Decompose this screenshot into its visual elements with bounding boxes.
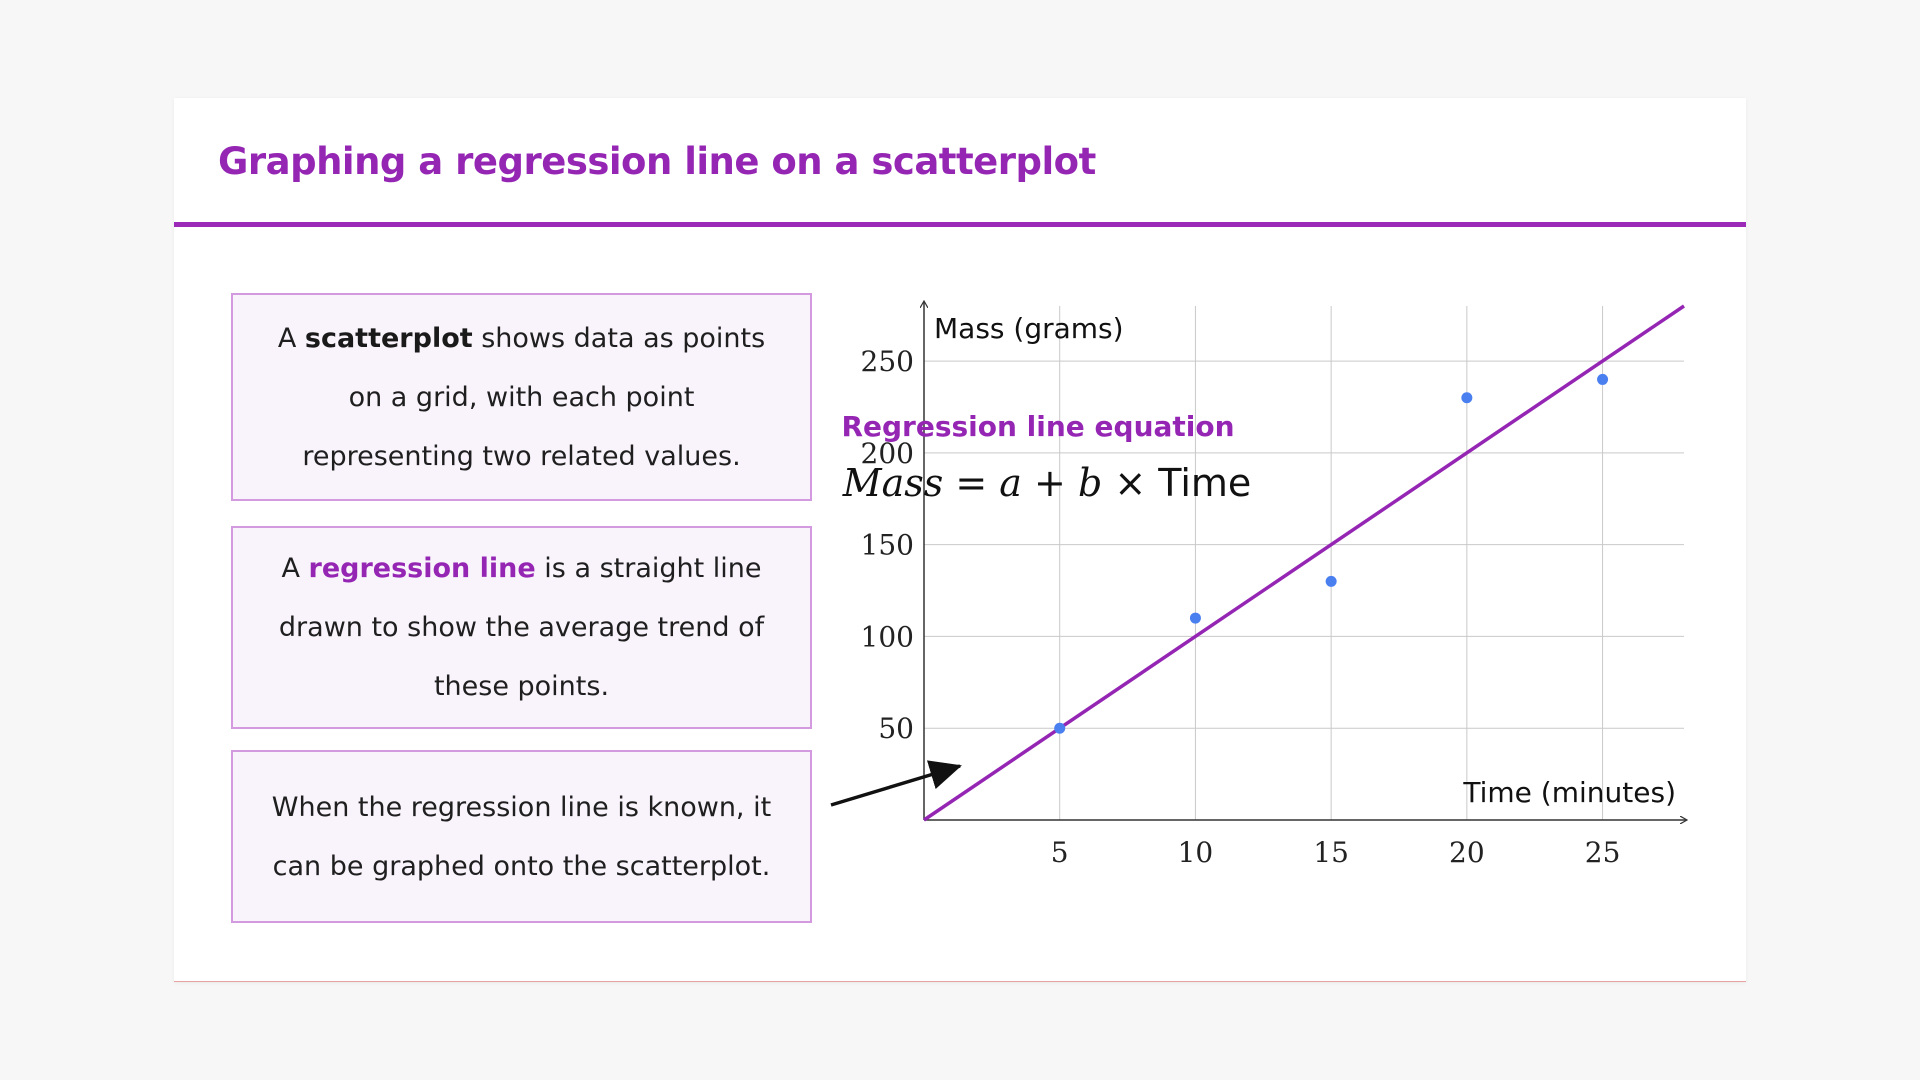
- regression-line-layer: [923, 304, 1685, 822]
- definition-body: is a straight line drawn to show the ave…: [278, 553, 765, 702]
- chart-grid: [924, 306, 1684, 820]
- x-tick-label: 5: [1051, 836, 1069, 869]
- data-point: [1597, 373, 1609, 385]
- scatterplot-definition-text: A scatterplot shows data as points on a …: [263, 309, 780, 486]
- regression-definition-text: A regression line is a straight line dra…: [263, 539, 780, 716]
- graphing-note-text: When the regression line is known, it ca…: [271, 791, 772, 882]
- scatterplot-keyword: scatterplot: [304, 322, 473, 354]
- data-point: [1054, 722, 1066, 734]
- pointer-arrow: [830, 760, 962, 807]
- y-tick-label: 150: [861, 529, 914, 562]
- regression-line: [923, 304, 1685, 822]
- y-tick-label: 250: [861, 345, 914, 378]
- title-divider: [174, 222, 1746, 227]
- equation-b: b: [1078, 461, 1102, 505]
- regression-equation: Mass = a + b × Time: [842, 461, 1252, 505]
- chart-axes: [924, 302, 1686, 820]
- graphing-note-box: When the regression line is known, it ca…: [231, 750, 812, 923]
- tick-labels: 5 10 15 20 25 50 100 150 200 250: [861, 345, 1621, 869]
- equation-mass: Mass: [842, 461, 944, 505]
- data-points: [1054, 373, 1609, 734]
- equation-times: ×: [1102, 461, 1158, 505]
- page-title: Graphing a regression line on a scatterp…: [218, 140, 1096, 183]
- y-tick-label: 50: [878, 712, 914, 745]
- definition-body: shows data as points on a grid, with eac…: [302, 322, 766, 472]
- y-tick-label: 200: [861, 437, 914, 470]
- data-point: [1461, 392, 1473, 404]
- x-tick-label: 20: [1449, 836, 1485, 869]
- data-point: [1189, 612, 1201, 624]
- slide-bottom-border: [174, 981, 1746, 982]
- x-axis-label: Time (minutes): [1462, 776, 1676, 809]
- regression-line-keyword: regression line: [308, 553, 536, 584]
- definition-prefix: A: [281, 553, 309, 584]
- equation-equals: =: [943, 461, 999, 505]
- equation-label: Regression line equation: [841, 410, 1234, 443]
- y-axis-label: Mass (grams): [934, 312, 1124, 345]
- x-tick-label: 25: [1585, 836, 1621, 869]
- x-tick-label: 15: [1313, 836, 1349, 869]
- definition-prefix: A: [277, 322, 305, 354]
- x-tick-label: 10: [1178, 836, 1214, 869]
- equation-a: a: [999, 461, 1022, 505]
- data-point: [1325, 575, 1337, 587]
- equation-plus: +: [1022, 461, 1078, 505]
- scatterplot-definition-box: A scatterplot shows data as points on a …: [231, 293, 812, 501]
- scatter-chart: 5 10 15 20 25 50 100 150 200 250 Mass (grams) Tim…: [830, 98, 1746, 869]
- y-tick-label: 100: [861, 620, 914, 653]
- regression-definition-box: A regression line is a straight line dra…: [231, 526, 812, 729]
- slide: Graphing a regression line on a scatterp…: [174, 98, 1746, 982]
- equation-time: Time: [1157, 461, 1251, 505]
